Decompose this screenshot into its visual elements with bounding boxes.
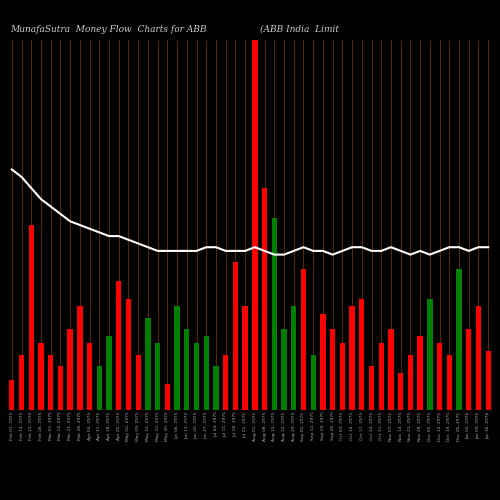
Bar — [28, 225, 34, 410]
Bar — [204, 336, 209, 410]
Bar — [466, 328, 471, 410]
Bar — [359, 299, 364, 410]
Bar — [446, 354, 452, 410]
Bar — [330, 328, 336, 410]
Bar — [77, 306, 82, 410]
Bar — [340, 344, 345, 410]
Bar — [223, 354, 228, 410]
Bar — [164, 384, 170, 410]
Bar — [58, 366, 63, 410]
Bar — [136, 354, 141, 410]
Bar — [145, 318, 150, 410]
Text: MunafaSutra  Money Flow  Charts for ABB: MunafaSutra Money Flow Charts for ABB — [10, 25, 206, 34]
Bar — [9, 380, 15, 410]
Bar — [232, 262, 238, 410]
Bar — [369, 366, 374, 410]
Bar — [388, 328, 394, 410]
Bar — [116, 280, 121, 410]
Bar — [418, 336, 423, 410]
Bar — [184, 328, 190, 410]
Bar — [126, 299, 131, 410]
Bar — [427, 299, 432, 410]
Bar — [106, 336, 112, 410]
Bar — [408, 354, 413, 410]
Bar — [252, 0, 258, 410]
Bar — [87, 344, 92, 410]
Bar — [38, 344, 44, 410]
Bar — [437, 344, 442, 410]
Bar — [194, 344, 199, 410]
Bar — [272, 218, 277, 410]
Bar — [301, 270, 306, 410]
Bar — [398, 373, 404, 410]
Bar — [174, 306, 180, 410]
Bar — [96, 366, 102, 410]
Bar — [456, 270, 462, 410]
Text: (ABB India  Limit: (ABB India Limit — [260, 25, 339, 34]
Bar — [214, 366, 218, 410]
Bar — [155, 344, 160, 410]
Bar — [19, 354, 24, 410]
Bar — [48, 354, 54, 410]
Bar — [350, 306, 355, 410]
Bar — [310, 354, 316, 410]
Bar — [68, 328, 73, 410]
Bar — [476, 306, 481, 410]
Bar — [320, 314, 326, 410]
Bar — [282, 328, 286, 410]
Bar — [378, 344, 384, 410]
Bar — [262, 188, 268, 410]
Bar — [486, 351, 491, 410]
Bar — [291, 306, 296, 410]
Bar — [242, 306, 248, 410]
